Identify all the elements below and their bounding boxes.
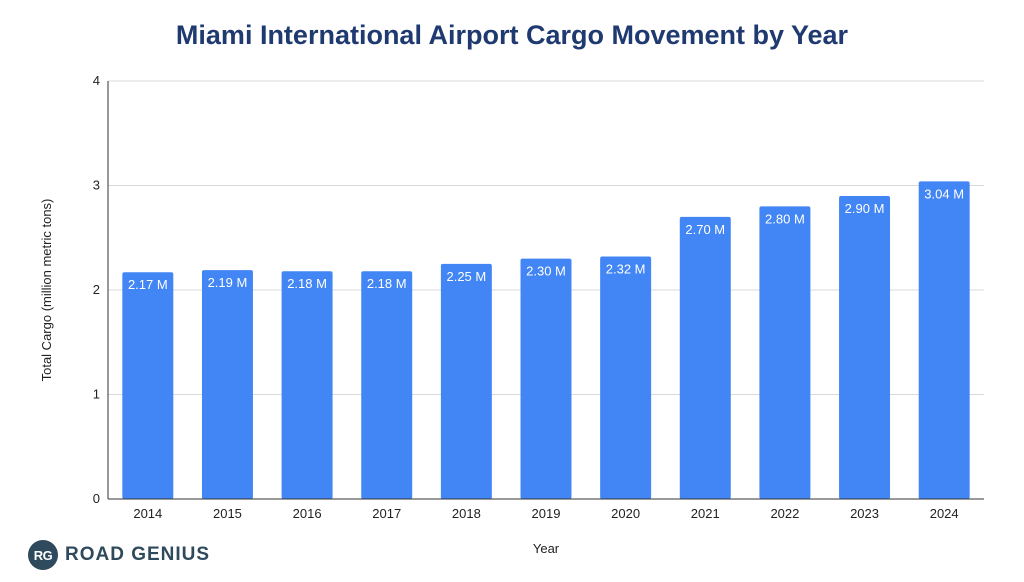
bar-value-label: 2.80 M <box>765 211 805 226</box>
bar-value-label: 2.17 M <box>128 277 168 292</box>
bar-2018 <box>440 263 492 499</box>
x-tick-label: 2024 <box>930 506 959 521</box>
y-axis-title: Total Cargo (million metric tons) <box>39 199 54 382</box>
y-tick-label: 1 <box>93 387 100 402</box>
x-tick-label: 2019 <box>532 506 561 521</box>
bar-value-label: 2.18 M <box>287 276 327 291</box>
y-tick-label: 4 <box>93 73 100 88</box>
bar-2020 <box>600 256 652 499</box>
y-axis-ticks: 0 1 2 3 4 <box>93 73 100 506</box>
bar-2022 <box>759 206 811 499</box>
x-tick-label: 2023 <box>850 506 879 521</box>
bar-value-label: 2.90 M <box>845 201 885 216</box>
x-axis-ticks: 2014 2015 2016 2017 2018 2019 2020 2021 2022 2023… <box>133 506 958 521</box>
bar-value-label: 2.30 M <box>526 264 566 279</box>
bar-value-labels: 2.17 M 2.19 M 2.18 M 2.18 M 2.25 M 2.30 M 2.32… <box>128 186 964 292</box>
rg-logo-badge: RG <box>28 540 58 570</box>
chart-title: Miami International Airport Cargo Moveme… <box>175 20 849 50</box>
y-tick-label: 3 <box>93 178 100 193</box>
brand-name: ROAD GENIUS <box>65 544 211 565</box>
x-tick-label: 2022 <box>770 506 799 521</box>
x-tick-label: 2018 <box>452 506 481 521</box>
bar-2023 <box>839 195 891 499</box>
y-tick-label: 0 <box>93 491 100 506</box>
x-tick-label: 2015 <box>213 506 242 521</box>
bars <box>122 181 970 499</box>
bar-2015 <box>201 270 253 499</box>
bar-2019 <box>520 258 572 499</box>
y-tick-label: 2 <box>93 282 100 297</box>
x-tick-label: 2020 <box>611 506 640 521</box>
road-genius-logo: RG ROAD GENIUS <box>28 540 210 570</box>
bar-value-label: 2.18 M <box>367 276 407 291</box>
bar-value-label: 2.32 M <box>606 262 646 277</box>
x-axis-title: Year <box>533 541 560 556</box>
x-tick-label: 2021 <box>691 506 720 521</box>
x-tick-label: 2017 <box>372 506 401 521</box>
x-tick-label: 2014 <box>133 506 162 521</box>
x-tick-label: 2016 <box>293 506 322 521</box>
bar-2024 <box>918 181 970 499</box>
bar-2021 <box>679 216 731 499</box>
bar-2014 <box>122 272 174 499</box>
bar-value-label: 3.04 M <box>924 186 964 201</box>
bar-value-label: 2.25 M <box>446 269 486 284</box>
bar-value-label: 2.19 M <box>208 275 248 290</box>
bar-2017 <box>361 271 413 499</box>
bar-value-label: 2.70 M <box>685 222 725 237</box>
bar-2016 <box>281 271 333 499</box>
